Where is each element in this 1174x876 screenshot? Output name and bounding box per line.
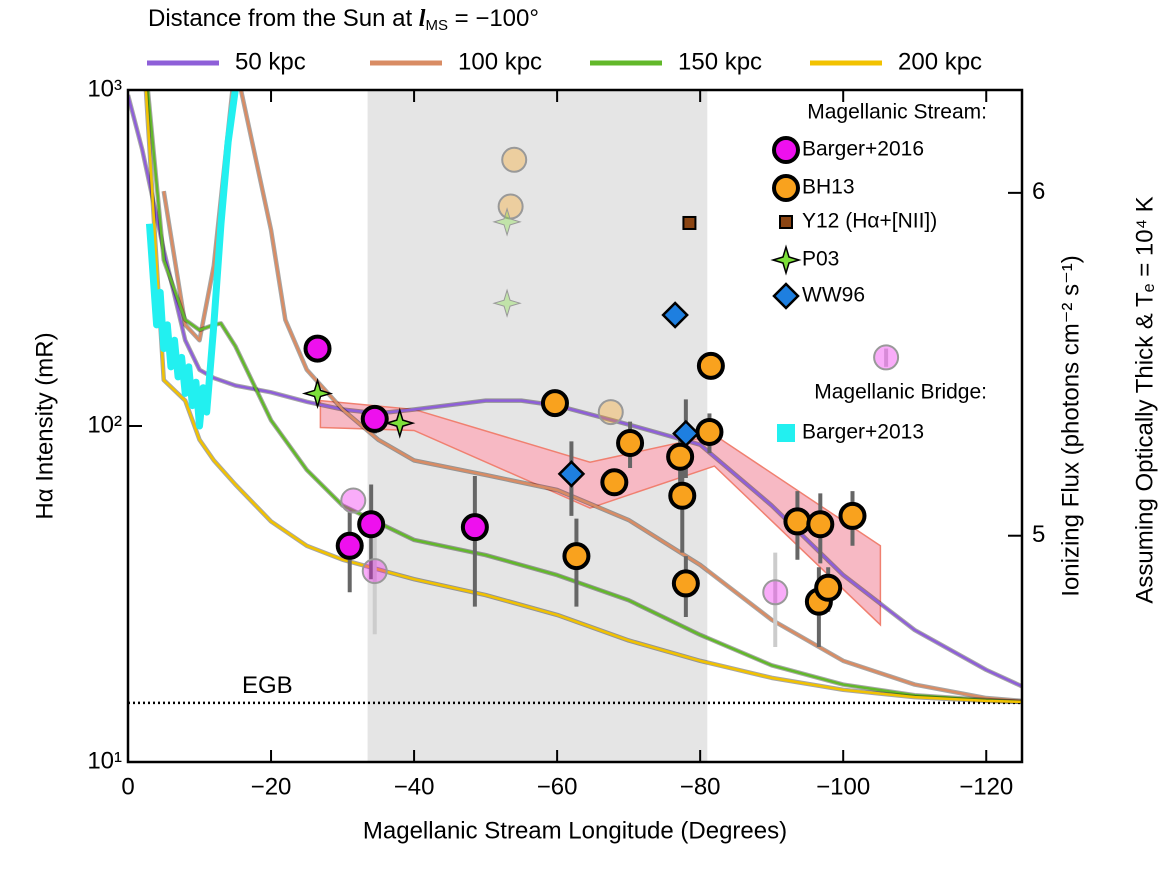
legend-label: Barger+2013 — [802, 421, 924, 444]
y2-axis-label: Ionizing Flux (photons cm⁻² s⁻¹) — [1057, 255, 1084, 596]
plot-area — [128, 90, 1022, 762]
y2-tick-label: 6 — [1032, 178, 1045, 205]
data-point — [806, 510, 835, 539]
legend-marker — [772, 174, 800, 202]
y-tick-label: 10² — [87, 411, 122, 438]
data-point — [672, 419, 700, 448]
data-point — [695, 417, 724, 446]
legend-marker — [772, 136, 800, 164]
legend-label: Barger+2016 — [802, 138, 924, 161]
y-tick-label: 10³ — [87, 75, 122, 102]
bridge-trace — [145, 90, 239, 430]
data-point — [666, 442, 695, 471]
x-tick-label: −40 — [394, 773, 435, 800]
legend-label: 100 kpc — [458, 48, 542, 75]
legend-label: 50 kpc — [235, 48, 306, 75]
x-tick-label: −60 — [537, 773, 578, 800]
legend-title-value: = −100° — [448, 5, 539, 32]
data-point — [682, 215, 697, 230]
data-point — [597, 399, 624, 426]
data-point — [661, 301, 689, 329]
data-point — [492, 288, 522, 318]
data-point — [301, 377, 334, 410]
legend-marker — [772, 282, 800, 310]
data-point — [361, 558, 388, 585]
legend-title-text: Distance from the Sun at — [148, 5, 419, 32]
data-point — [540, 389, 569, 418]
data-point — [340, 487, 367, 514]
data-point — [814, 573, 843, 602]
data-point — [562, 542, 591, 571]
legend-label: WW96 — [802, 284, 865, 307]
data-point — [696, 351, 725, 380]
x-tick-label: −80 — [680, 773, 721, 800]
y-tick-label: 10¹ — [87, 747, 122, 774]
legend-label: P03 — [802, 248, 839, 271]
legend-label: 200 kpc — [898, 48, 982, 75]
data-point — [303, 334, 332, 363]
data-point — [557, 460, 586, 488]
reference-label: EGB — [242, 672, 293, 699]
y2-axis-note: Assuming Optically Thick & Tₑ = 10⁴ K — [1131, 196, 1158, 603]
model-line — [128, 94, 1022, 688]
legend-marker — [777, 424, 795, 442]
legend-label: BH13 — [802, 176, 855, 199]
data-point — [616, 429, 645, 458]
data-point — [668, 481, 697, 510]
x-tick-label: −100 — [816, 773, 870, 800]
legend-marker — [779, 215, 793, 229]
x-axis-label: Magellanic Stream Longitude (Degrees) — [363, 817, 787, 844]
data-point — [384, 407, 416, 439]
data-point — [600, 468, 629, 497]
data-point — [501, 146, 528, 173]
x-tick-label: 0 — [121, 773, 134, 800]
data-point — [460, 513, 489, 542]
model-line — [144, 90, 1022, 704]
data-point — [492, 207, 522, 237]
data-point — [762, 579, 789, 606]
x-tick-label: −120 — [959, 773, 1013, 800]
data-point — [873, 344, 900, 371]
data-point — [671, 569, 700, 598]
legend-title-subscript: MS — [425, 17, 448, 34]
legend-label: Y12 (Hα+[NII]) — [802, 210, 937, 233]
legend-title-symbol: l — [419, 6, 426, 32]
data-point — [783, 507, 812, 536]
data-point — [357, 510, 386, 539]
data-point — [838, 501, 867, 530]
legend-heading: Magellanic Bridge: — [814, 381, 987, 404]
legend-marker — [770, 244, 802, 276]
data-point — [497, 193, 524, 220]
x-tick-label: −20 — [251, 773, 292, 800]
y2-tick-label: 5 — [1032, 521, 1045, 548]
data-point — [335, 531, 364, 560]
data-point — [360, 404, 389, 433]
y-axis-label: Hα Intensity (mR) — [31, 332, 58, 519]
legend-heading: Magellanic Stream: — [807, 101, 987, 124]
legend-label: 150 kpc — [678, 48, 762, 75]
legend-title: Distance from the Sun at lMS = −100° — [148, 5, 539, 34]
